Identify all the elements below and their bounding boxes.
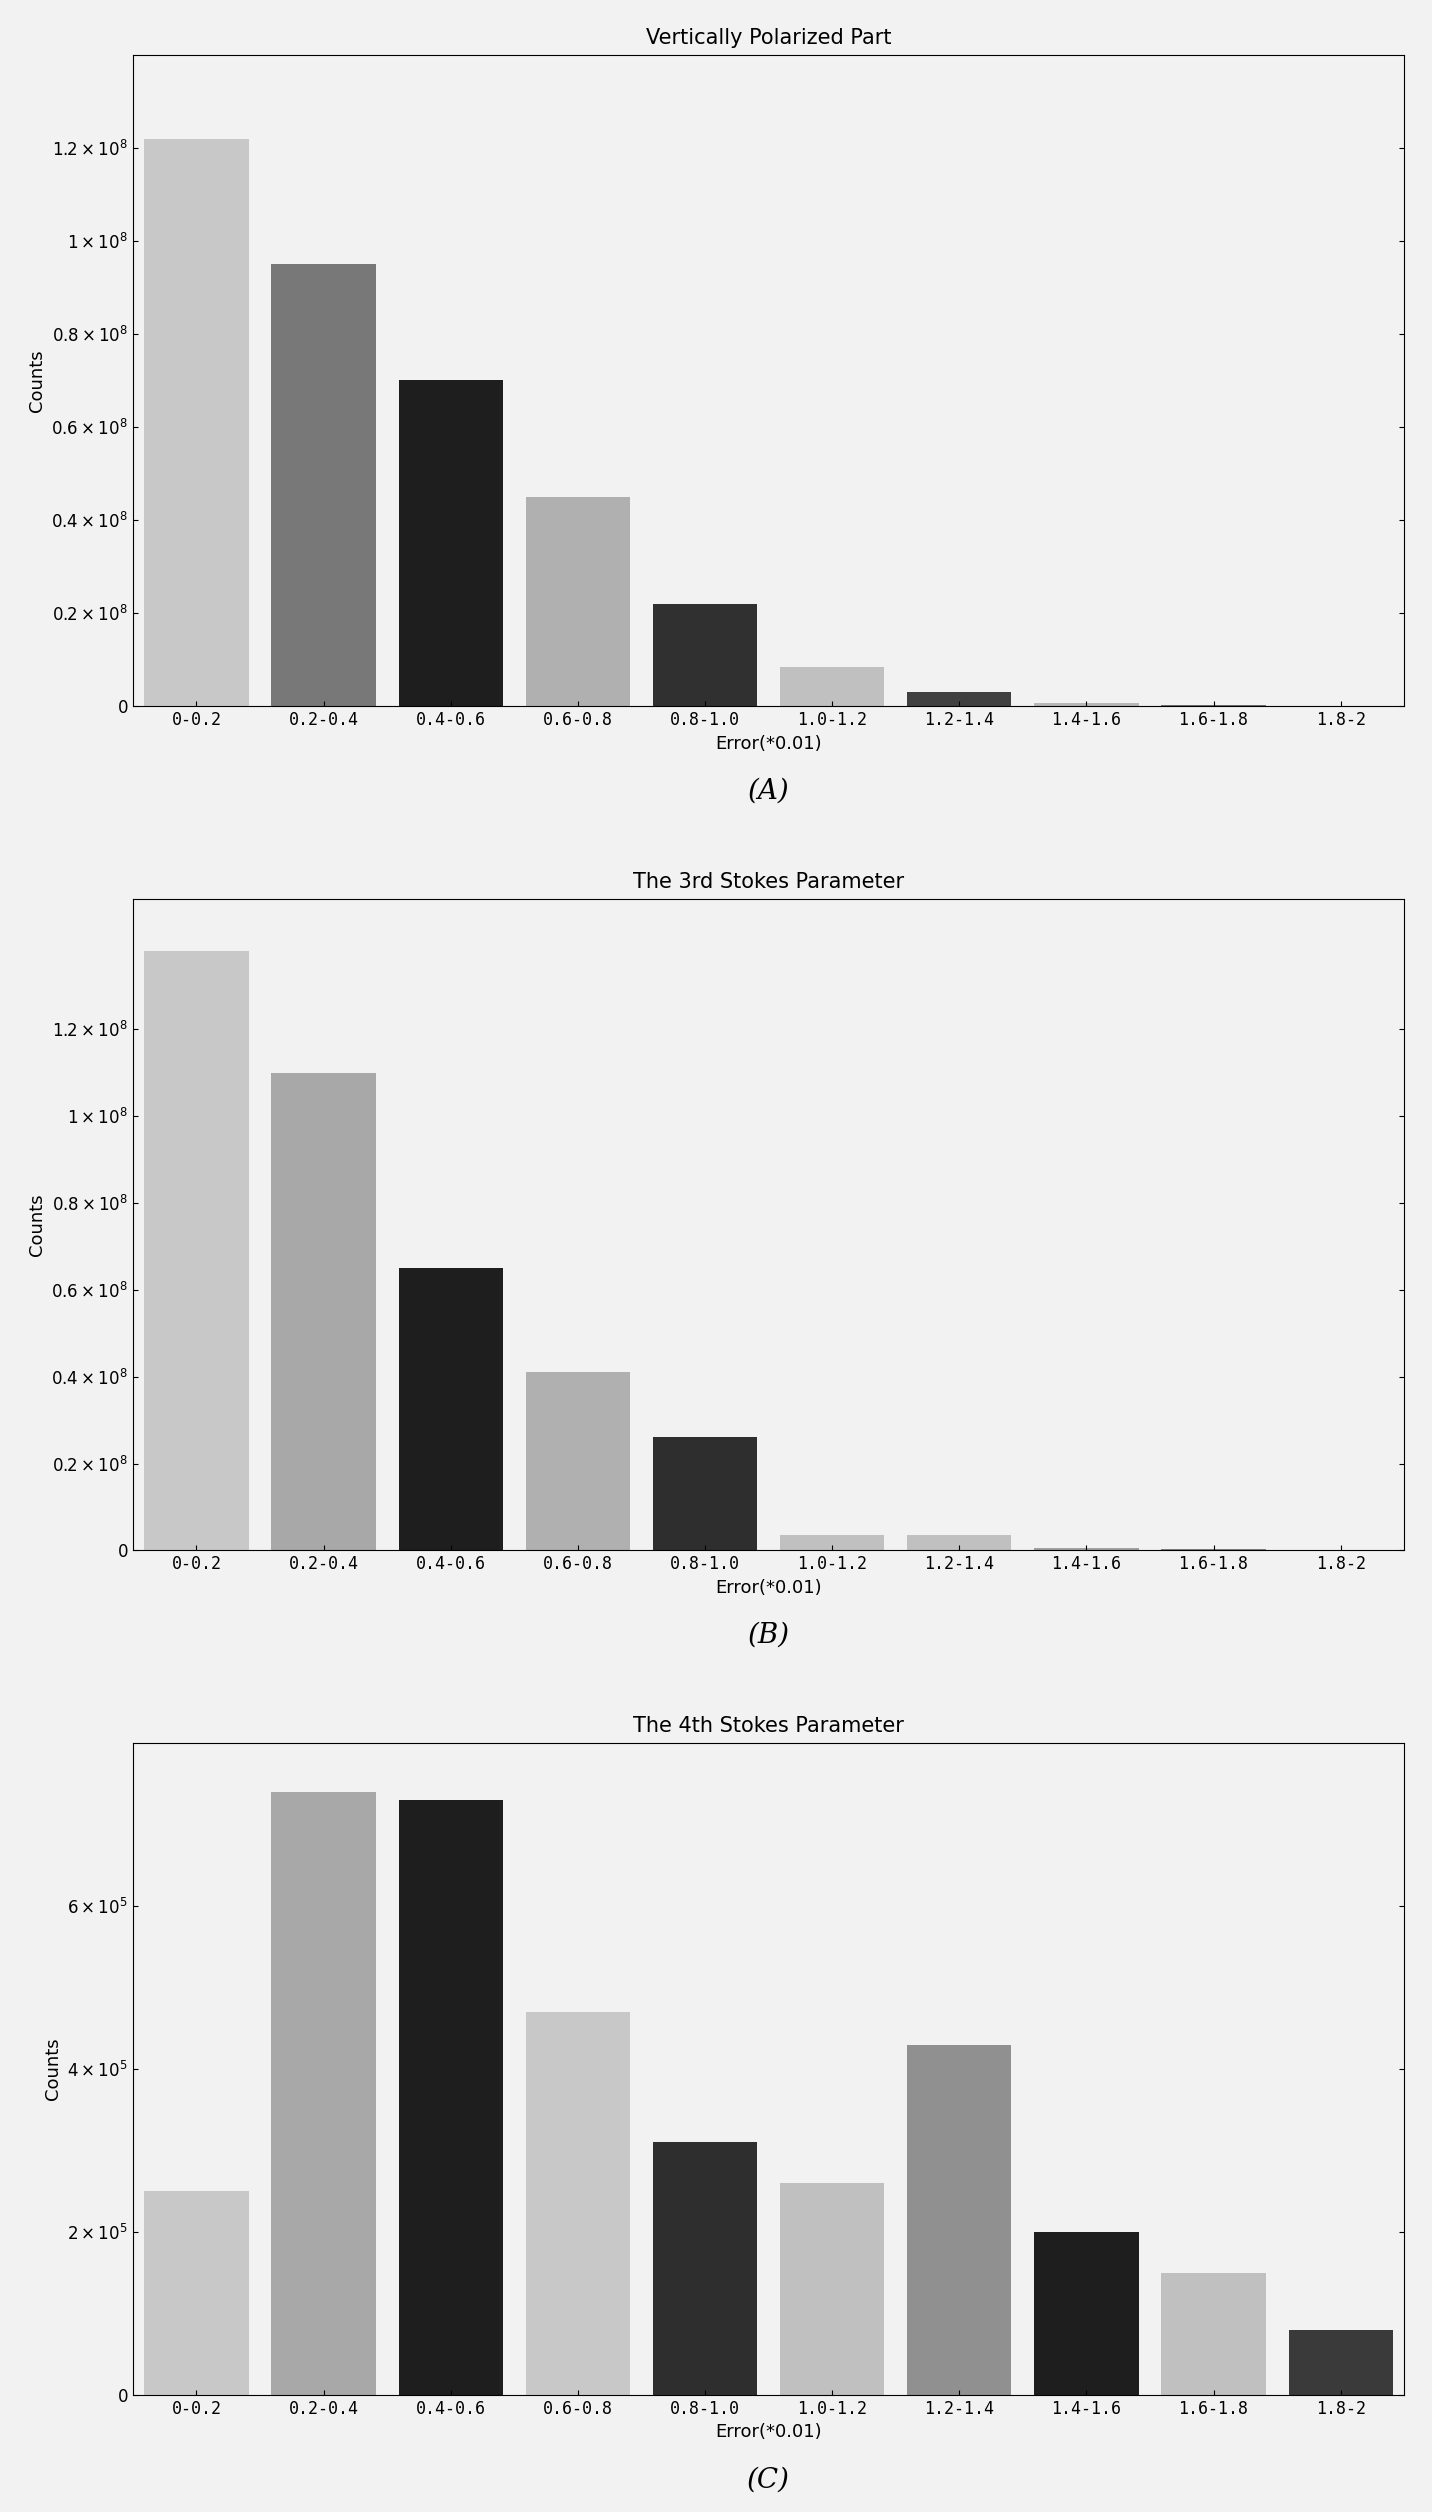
Bar: [272, 1073, 375, 1550]
Text: (C): (C): [748, 2467, 790, 2494]
Bar: [1034, 703, 1138, 706]
Bar: [526, 2012, 630, 2394]
Bar: [1161, 2273, 1266, 2394]
Bar: [398, 379, 503, 706]
Y-axis label: Counts: Counts: [27, 1193, 46, 1256]
Bar: [780, 2183, 884, 2394]
Bar: [906, 693, 1011, 706]
X-axis label: Error(*0.01): Error(*0.01): [715, 734, 822, 754]
Text: (A): (A): [748, 779, 789, 804]
Bar: [526, 497, 630, 706]
Bar: [398, 1269, 503, 1550]
Bar: [526, 1372, 630, 1550]
Bar: [398, 1801, 503, 2394]
Bar: [145, 138, 249, 706]
Title: Vertically Polarized Part: Vertically Polarized Part: [646, 28, 891, 48]
Bar: [906, 2045, 1011, 2394]
Title: The 4th Stokes Parameter: The 4th Stokes Parameter: [633, 1716, 904, 1736]
Title: The 3rd Stokes Parameter: The 3rd Stokes Parameter: [633, 872, 904, 892]
Text: (B): (B): [748, 1623, 789, 1648]
Y-axis label: Counts: Counts: [27, 349, 46, 412]
Bar: [1289, 2329, 1393, 2394]
Bar: [145, 952, 249, 1550]
X-axis label: Error(*0.01): Error(*0.01): [715, 2424, 822, 2442]
Bar: [1034, 2231, 1138, 2394]
Bar: [906, 1535, 1011, 1550]
Bar: [272, 1791, 375, 2394]
Bar: [780, 666, 884, 706]
Bar: [653, 1437, 758, 1550]
Bar: [272, 264, 375, 706]
Bar: [653, 2143, 758, 2394]
X-axis label: Error(*0.01): Error(*0.01): [715, 1578, 822, 1598]
Bar: [145, 2190, 249, 2394]
Bar: [653, 603, 758, 706]
Bar: [780, 1535, 884, 1550]
Y-axis label: Counts: Counts: [44, 2037, 62, 2100]
